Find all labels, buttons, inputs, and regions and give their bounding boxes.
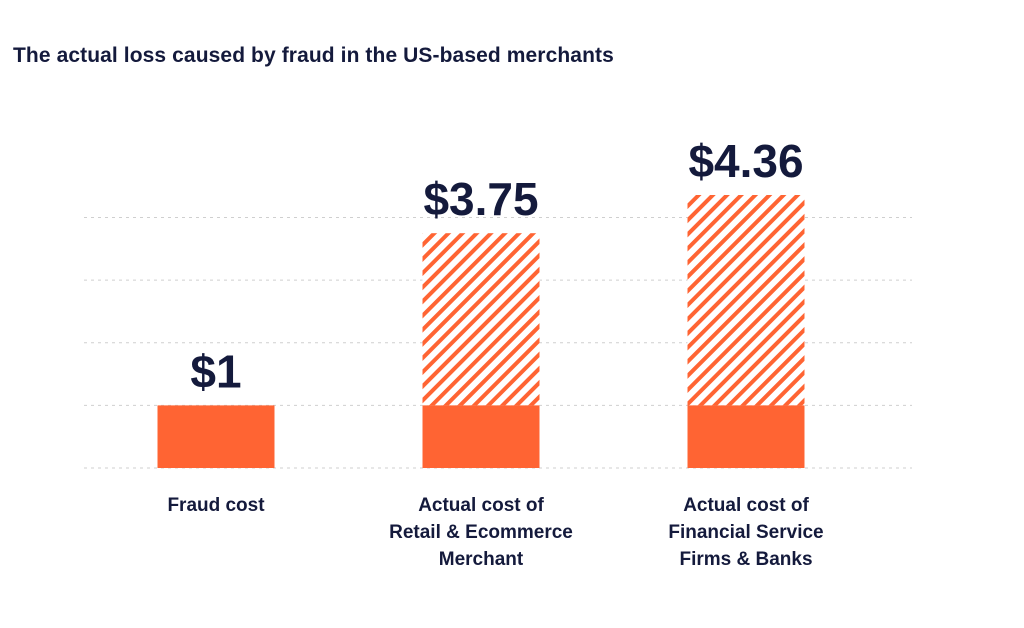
- value-label: $1: [190, 345, 241, 397]
- category-label: Actual cost of: [683, 495, 809, 516]
- bar-solid-segment: [687, 405, 805, 468]
- value-label: $4.36: [688, 135, 803, 187]
- value-label: $3.75: [423, 173, 538, 225]
- bar-hatched-segment: [422, 233, 540, 406]
- category-label: Firms & Banks: [679, 549, 812, 570]
- category-label: Actual cost of: [418, 495, 544, 516]
- bar-solid-segment: [157, 405, 275, 468]
- category-label: Fraud cost: [167, 495, 265, 516]
- category-label: Financial Service: [668, 522, 823, 543]
- category-label: Retail & Ecommerce: [389, 522, 573, 543]
- bar-hatched-segment: [687, 195, 805, 406]
- bars: [157, 195, 805, 468]
- chart-title: The actual loss caused by fraud in the U…: [13, 44, 614, 67]
- bar-solid-segment: [422, 405, 540, 468]
- category-labels: Fraud cost Actual cost of Retail & Ecommer…: [167, 495, 823, 570]
- category-label: Merchant: [439, 549, 524, 570]
- value-labels: $1 $3.75 $4.36: [190, 135, 803, 397]
